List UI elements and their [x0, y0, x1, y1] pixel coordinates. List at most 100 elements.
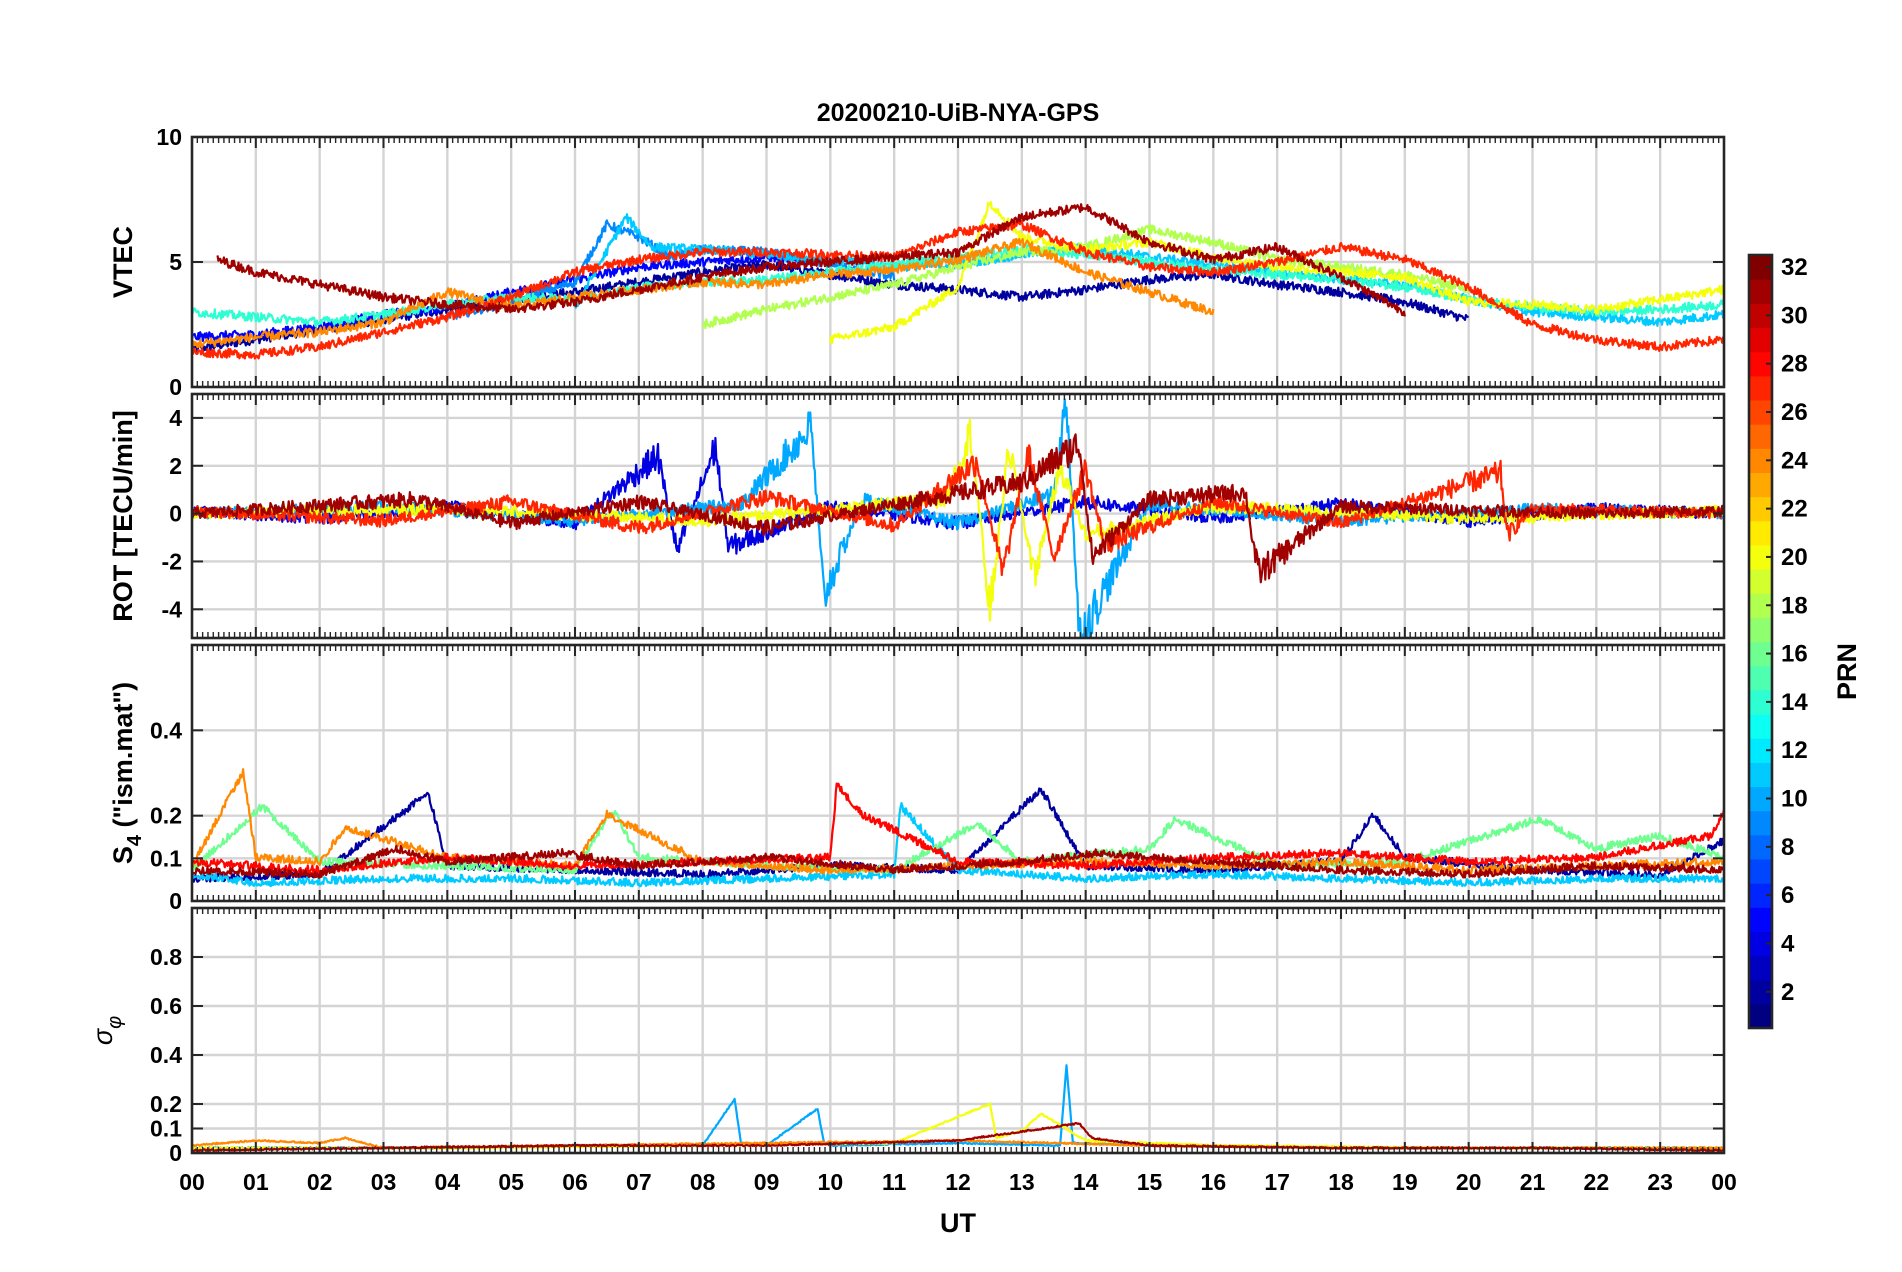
colorbar-band — [1749, 303, 1772, 329]
x-tick-label: 14 — [1073, 1169, 1099, 1195]
x-tick-label: 17 — [1264, 1169, 1290, 1195]
y-tick-label: 0 — [169, 501, 182, 527]
y-tick-label: -4 — [162, 596, 183, 622]
x-tick-label: 08 — [690, 1169, 716, 1195]
y-tick-label: 4 — [169, 405, 182, 431]
series-line-prn-31 — [192, 433, 1724, 584]
y-tick-label: 0.2 — [150, 1091, 182, 1117]
chart-title: 20200210-UiB-NYA-GPS — [817, 99, 1100, 127]
colorbar-band — [1749, 520, 1772, 546]
colorbar-tick-label: 28 — [1781, 351, 1808, 378]
x-tick-labels: 00 01 02 03 04 05 06 07 08 09 10 11 12 13 14 15 16 17 18 19… — [179, 1169, 1737, 1195]
x-tick-label: 20 — [1456, 1169, 1482, 1195]
x-tick-label: 23 — [1647, 1169, 1673, 1195]
panel-4-grid — [192, 908, 1724, 1153]
series-line-prn-31 — [192, 844, 1724, 879]
colorbar-tick-label: 18 — [1781, 592, 1808, 619]
x-tick-label: 00 — [1711, 1169, 1737, 1195]
x-tick-label: 22 — [1584, 1169, 1610, 1195]
colorbar-tick-label: 20 — [1781, 544, 1808, 571]
x-tick-label: 15 — [1137, 1169, 1163, 1195]
colorbar-band — [1749, 544, 1772, 570]
panel-4-frame — [190, 906, 1726, 1155]
colorbar-band — [1749, 738, 1772, 763]
colorbar-band — [1749, 713, 1772, 739]
x-tick-label: 06 — [562, 1169, 588, 1195]
colorbar-band — [1749, 351, 1772, 377]
colorbar-tick-label: 12 — [1781, 737, 1808, 764]
colorbar-band — [1749, 858, 1772, 884]
colorbar-tick-label: 32 — [1781, 254, 1808, 281]
y-tick-label: 0.4 — [150, 1042, 182, 1068]
colorbar-tick-label: 8 — [1781, 834, 1794, 861]
y-tick-label: 0 — [169, 374, 182, 400]
y-tick-label: 2 — [169, 453, 182, 479]
colorbar-tick-label: 4 — [1781, 930, 1795, 957]
x-tick-label: 12 — [945, 1169, 971, 1195]
y-tick-label: 0.2 — [150, 803, 182, 829]
series-line-prn-18 — [701, 224, 1470, 330]
colorbar-band — [1749, 424, 1772, 449]
y-label-main: σ — [88, 1027, 118, 1045]
colorbar-band — [1749, 448, 1772, 474]
colorbar-tick-label: 30 — [1781, 302, 1808, 329]
colorbar-band — [1749, 907, 1772, 932]
colorbar-band — [1749, 689, 1772, 715]
panel-2: -4 -2 0 2 4 ROT [TECU/min] — [108, 392, 1726, 640]
panel-2-frame — [190, 392, 1726, 640]
colorbar-band — [1749, 327, 1772, 353]
y-tick-label: -2 — [162, 548, 182, 574]
series-line-prn-27 — [192, 220, 1724, 360]
y-tick-label: 0.8 — [150, 944, 182, 970]
y-tick-label: 10 — [156, 124, 182, 150]
panel-1-y-label: VTEC — [108, 226, 138, 298]
panel-3-series — [192, 768, 1724, 888]
panel-4: 00.10.2 0.4 0.6 0.8 σφ — [88, 906, 1726, 1166]
x-tick-label: 19 — [1392, 1169, 1418, 1195]
x-tick-label: 01 — [243, 1169, 269, 1195]
colorbar-frame — [1747, 253, 1774, 1030]
x-tick-label: 18 — [1328, 1169, 1354, 1195]
y-tick-label: 0.1 — [150, 1116, 182, 1142]
y-label-rest: ("ism.mat") — [108, 682, 138, 835]
series-line-prn-31 — [216, 203, 1406, 317]
colorbar-band — [1749, 255, 1772, 280]
panel-1: 0 5 10 VTEC — [108, 124, 1726, 400]
colorbar-tick-label: 14 — [1781, 689, 1808, 716]
y-tick-label: 0.6 — [150, 993, 182, 1019]
x-tick-label: 04 — [435, 1169, 461, 1195]
colorbar-band — [1749, 593, 1772, 618]
x-tick-label: 09 — [754, 1169, 780, 1195]
x-tick-label: 07 — [626, 1169, 652, 1195]
y-label-subscript: 4 — [124, 834, 146, 846]
y-tick-label: 0 — [169, 888, 182, 914]
colorbar-band — [1749, 955, 1772, 981]
panel-2-series — [192, 398, 1724, 638]
colorbar-band — [1749, 665, 1772, 691]
y-tick-label: 5 — [169, 249, 182, 275]
x-tick-label: 00 — [179, 1169, 205, 1195]
y-label-subscript: φ — [104, 1016, 126, 1029]
colorbar-band — [1749, 472, 1772, 498]
colorbar-band — [1749, 931, 1772, 957]
y-tick-label: 0.4 — [150, 717, 182, 743]
colorbar-band — [1749, 496, 1772, 522]
series-line-prn-28 — [192, 782, 1724, 875]
series-line-prn-24 — [192, 237, 1215, 349]
colorbar-band — [1749, 810, 1772, 836]
x-tick-label: 11 — [882, 1169, 907, 1195]
y-tick-label: 0.1 — [150, 845, 182, 871]
x-tick-label: 10 — [818, 1169, 844, 1195]
colorbar-tick-label: 22 — [1781, 496, 1808, 523]
y-label-main: S — [108, 846, 138, 864]
colorbar-band — [1749, 1003, 1772, 1029]
colorbar-band — [1749, 979, 1772, 1005]
panel-1-series — [192, 200, 1724, 360]
panel-3-frame — [190, 643, 1726, 903]
colorbar-band — [1749, 641, 1772, 667]
x-tick-label: 02 — [307, 1169, 333, 1195]
panel-3: 0 0.1 0.2 0.4 S4 ("ism.mat") — [108, 643, 1726, 914]
colorbar-band — [1749, 786, 1772, 812]
